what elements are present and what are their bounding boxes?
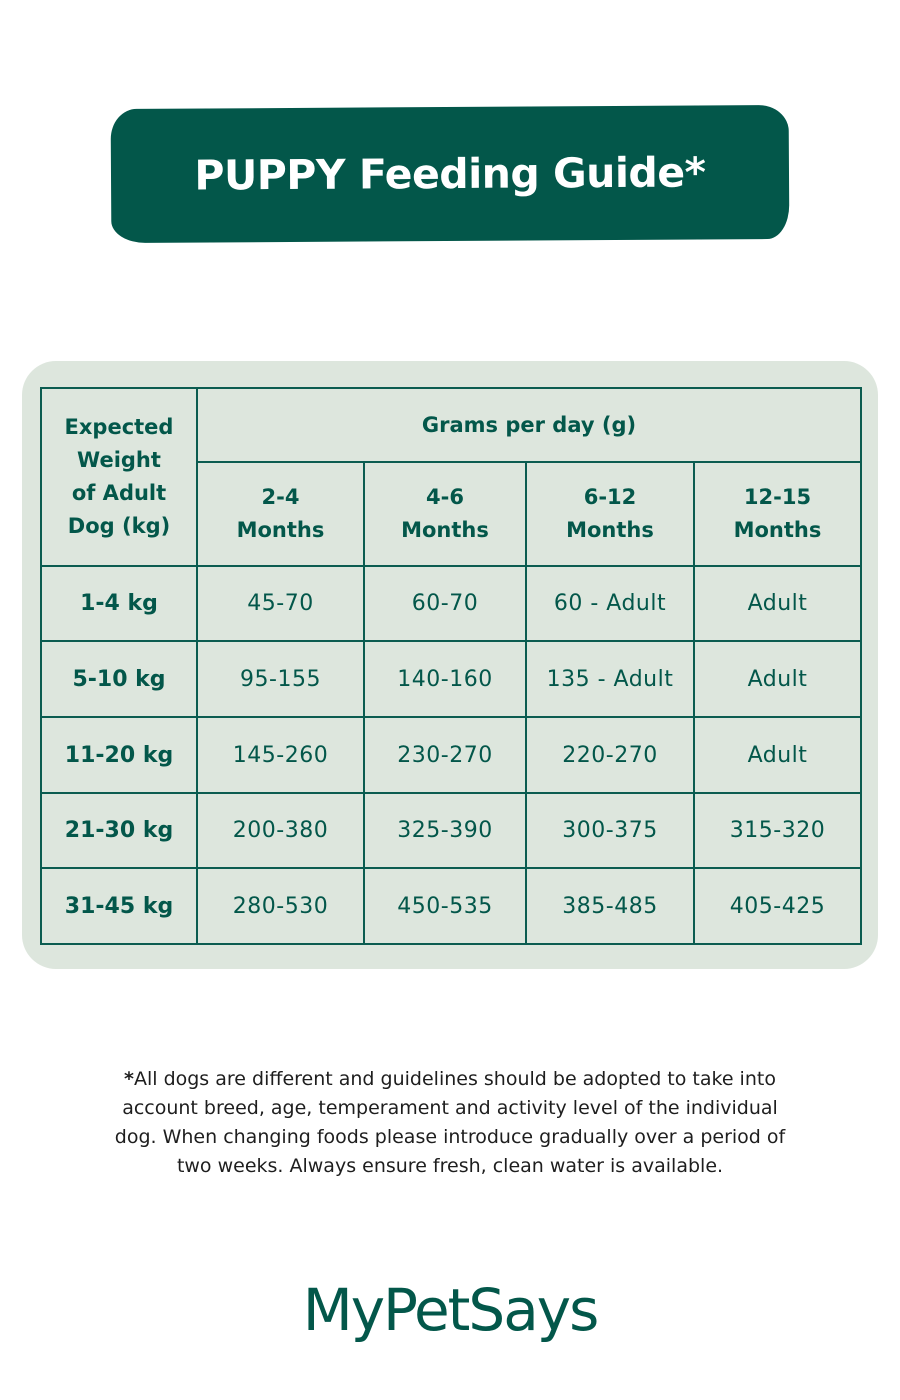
grams-cell: 200-380 bbox=[196, 792, 365, 869]
header-row-ages: 2-4 Months 4-6 Months 6-12 Months 12-15 Mont… bbox=[41, 461, 862, 567]
footnote-star: * bbox=[124, 1068, 134, 1090]
weight-cell: 21-30 kg bbox=[40, 792, 198, 869]
grams-cell: 135 - Adult bbox=[525, 640, 695, 718]
weight-header-line: Expected bbox=[64, 415, 174, 439]
grams-cell: 450-535 bbox=[363, 867, 527, 945]
age-unit: Months bbox=[733, 518, 822, 542]
footnote: *All dogs are different and guidelines s… bbox=[80, 1065, 820, 1181]
age-column-header: 12-15 Months bbox=[693, 461, 862, 567]
grams-cell: 315-320 bbox=[693, 792, 862, 869]
weight-cell: 31-45 kg bbox=[40, 867, 198, 945]
grams-cell: 220-270 bbox=[525, 716, 695, 794]
table-row: 31-45 kg 280-530 450-535 385-485 405-425 bbox=[40, 867, 862, 945]
grams-cell: 145-260 bbox=[196, 716, 365, 794]
grams-cell: Adult bbox=[693, 716, 862, 794]
grams-cell: 60-70 bbox=[363, 565, 527, 642]
age-unit: Months bbox=[566, 518, 654, 542]
title-banner: PUPPY Feeding Guide* bbox=[110, 104, 790, 244]
age-column-header: 4-6 Months bbox=[363, 461, 527, 567]
age-range: 2-4 bbox=[261, 485, 300, 509]
grams-cell: 95-155 bbox=[196, 640, 365, 718]
feeding-table: Expected Weight of Adult Dog (kg) Grams … bbox=[40, 387, 862, 945]
age-range: 6-12 bbox=[583, 485, 637, 509]
footnote-line: All dogs are different and guidelines sh… bbox=[133, 1068, 776, 1090]
grams-cell: Adult bbox=[693, 640, 862, 718]
age-column-header: 2-4 Months bbox=[196, 461, 365, 567]
grams-cell: 60 - Adult bbox=[525, 565, 695, 642]
grams-cell: 300-375 bbox=[525, 792, 695, 869]
grams-cell: 385-485 bbox=[525, 867, 695, 945]
footnote-line: dog. When changing foods please introduc… bbox=[114, 1126, 786, 1148]
grams-per-day-header: Grams per day (g) bbox=[196, 387, 862, 463]
weight-header-line: Dog (kg) bbox=[67, 514, 171, 538]
footnote-line: two weeks. Always ensure fresh, clean wa… bbox=[176, 1155, 724, 1177]
header-row-group: Expected Weight of Adult Dog (kg) Grams … bbox=[40, 387, 862, 567]
grams-cell: Adult bbox=[693, 565, 862, 642]
grams-cell: 230-270 bbox=[363, 716, 527, 794]
table-row: 5-10 kg 95-155 140-160 135 - Adult Adult bbox=[40, 640, 862, 718]
weight-header-line: Weight bbox=[77, 448, 161, 472]
grams-cell: 405-425 bbox=[693, 867, 862, 945]
page-title: PUPPY Feeding Guide* bbox=[194, 148, 706, 200]
weight-column-header: Expected Weight of Adult Dog (kg) bbox=[40, 387, 198, 567]
age-range: 12-15 bbox=[743, 485, 812, 509]
weight-header-line: of Adult bbox=[71, 481, 167, 505]
weight-cell: 5-10 kg bbox=[40, 640, 198, 718]
footnote-line: account breed, age, temperament and acti… bbox=[122, 1097, 778, 1119]
weight-cell: 11-20 kg bbox=[40, 716, 198, 794]
age-range: 4-6 bbox=[426, 485, 464, 509]
grams-cell: 140-160 bbox=[363, 640, 527, 718]
grams-cell: 280-530 bbox=[196, 867, 365, 945]
age-unit: Months bbox=[236, 518, 325, 542]
age-unit: Months bbox=[401, 518, 489, 542]
grams-cell: 325-390 bbox=[363, 792, 527, 869]
age-column-header: 6-12 Months bbox=[525, 461, 695, 567]
grams-cell: 45-70 bbox=[196, 565, 365, 642]
brand-logo: MyPetSays bbox=[302, 1276, 600, 1344]
table-row: 1-4 kg 45-70 60-70 60 - Adult Adult bbox=[40, 565, 862, 642]
table-row: 11-20 kg 145-260 230-270 220-270 Adult bbox=[40, 716, 862, 794]
weight-cell: 1-4 kg bbox=[40, 565, 198, 642]
table-row: 21-30 kg 200-380 325-390 300-375 315-320 bbox=[40, 792, 862, 869]
